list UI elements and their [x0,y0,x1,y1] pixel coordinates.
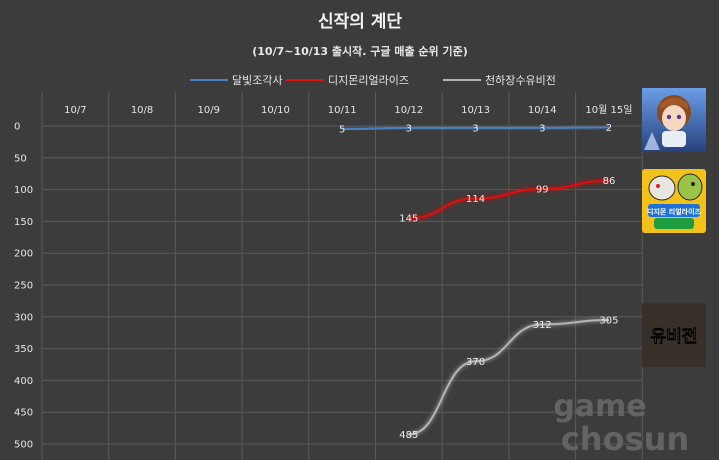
chart-subtitle: (10/7~10/13 출시작. 구글 매출 순위 기준) [252,44,468,58]
series-lines [342,126,609,436]
data-label: 3 [472,123,478,134]
legend-label: 디지몬리얼라이즈 [328,73,409,87]
data-label: 3 [406,123,412,134]
y-tick-label: 350 [14,344,33,355]
y-tick-label: 300 [14,312,33,323]
watermark: game chosun [553,389,689,458]
watermark-line2: chosun [561,420,689,458]
x-tick-label: 10/10 [261,105,290,116]
digimon-icon-caption: 디지몬 리얼라이즈 [647,207,702,216]
x-tick-label: 10/7 [64,105,86,116]
x-tick-label: 10/14 [528,105,557,116]
chart-title: 신작의 계단 [318,12,402,32]
y-tick-label: 450 [14,408,33,419]
y-axis-ticks: 0 50 100 150 200 250 300 350 400 450 500 [14,122,33,451]
legend-label: 천하장수유비전 [485,73,556,87]
x-axis-ticks: 10/7 10/8 10/9 10/10 10/11 10/12 10/13 10/14 10월… [64,104,632,116]
data-label: 99 [536,184,549,195]
yubijeon-icon-caption: 유비전 [651,327,698,347]
y-tick-label: 50 [14,153,27,164]
x-tick-label: 10/13 [461,105,490,116]
yubijeon-game-icon: 유비전 [642,303,706,367]
y-tick-label: 500 [14,440,33,451]
data-labels: 5 3 3 3 2 145 114 99 86 485 370 312 305 [339,123,619,441]
data-label: 312 [533,320,552,331]
x-tick-label: 10월 15일 [585,104,632,116]
series-line [408,318,609,436]
x-tick-label: 10/11 [328,105,357,116]
data-label: 2 [606,123,612,134]
legend: 달빛조각사 디지몬리얼라이즈 천하장수유비전 [190,73,556,87]
data-label: 3 [539,123,545,134]
y-tick-label: 400 [14,376,33,387]
x-tick-label: 10/8 [131,105,153,116]
x-tick-label: 10/9 [198,105,220,116]
data-label: 485 [399,430,418,441]
x-tick-label: 10/12 [394,105,423,116]
series-line [408,179,609,220]
data-label: 370 [466,357,485,368]
data-label: 5 [339,125,345,136]
data-label: 86 [603,176,616,187]
y-tick-label: 100 [14,185,33,196]
series-line [342,126,609,131]
data-label: 305 [599,315,618,326]
data-label: 114 [466,194,485,205]
watermark-line1: game [553,389,646,424]
y-tick-label: 200 [14,249,33,260]
digimon-game-icon: 디지몬 리얼라이즈 [642,169,706,233]
y-tick-label: 250 [14,281,33,292]
y-tick-label: 0 [14,122,20,133]
data-label: 145 [399,214,418,225]
anime-girl-game-icon [642,88,706,152]
legend-label: 달빛조각사 [232,74,283,87]
grid [41,92,643,460]
y-tick-label: 150 [14,217,33,228]
